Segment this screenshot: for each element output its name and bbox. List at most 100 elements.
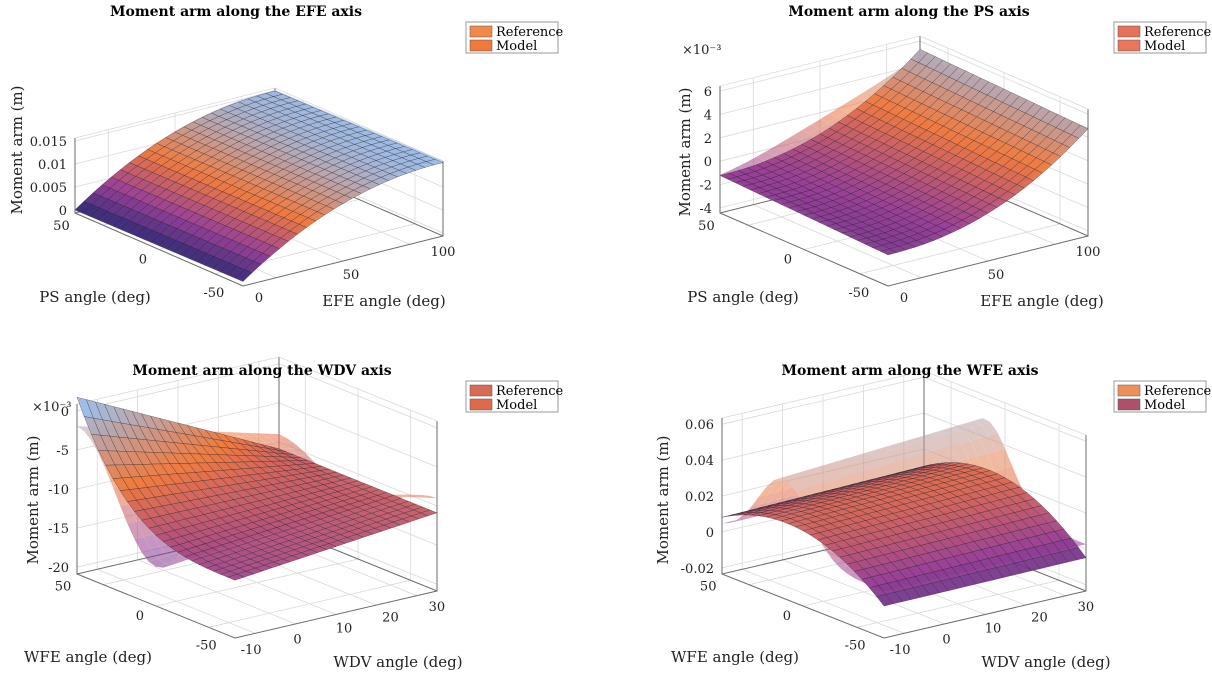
surface-cell [738,161,755,170]
surface-cell [907,443,925,457]
surface-cell [817,464,835,471]
surface-cell [916,441,934,455]
y-tick-label: -50 [203,286,224,301]
legend-swatch [1117,25,1141,38]
x-axis-label: EFE angle (deg) [980,292,1104,310]
surface-cell [413,494,430,496]
x-axis-line [887,235,1089,287]
surface-cell [411,495,428,498]
surface-cell [843,462,860,476]
y-tick-label: 0 [784,253,792,268]
z-tick-label: 6 [704,85,712,100]
x-tick-label: 0 [255,291,263,306]
z-tick-label: 0.04 [685,454,714,469]
surface-cell [148,558,166,567]
surface-cell [768,482,785,495]
surface-cell [402,495,419,498]
surface-cell [826,461,844,469]
x-tick-label: 30 [1078,600,1095,615]
chart-title: Moment arm along the WDV axis [132,363,391,379]
surface-cell [838,102,855,112]
z-tick-label: 0 [706,526,714,541]
z-tick-label: 0.005 [30,181,67,196]
y-axis-line [76,573,236,639]
y-tick-label: 50 [53,219,70,234]
x-axis-label: WDV angle (deg) [981,653,1110,671]
y-tick-label: 50 [55,580,72,595]
surface-cell [143,534,160,550]
top-side-edge [923,370,1087,436]
surface-cell [847,96,864,107]
surface-model [719,48,1089,256]
surface-cell [265,442,283,450]
surface-cell [865,85,883,95]
surface-cell [277,437,294,443]
z-tick-label: -20 [48,561,69,576]
legend-label: Model [1144,398,1185,413]
x-tick-label: 10 [336,622,353,637]
x-tick-label: -10 [890,643,911,658]
z-tick-label: 0 [59,204,67,219]
surface-cell [971,424,989,439]
surface-cell [170,554,187,565]
surface-cell [889,449,906,462]
x-axis-label: EFE angle (deg) [322,292,446,310]
surface-cell [769,489,787,502]
surface-cell [970,438,987,457]
z-tick-label: -15 [48,522,69,537]
surface-cell [260,433,277,438]
surface-cell [269,433,287,438]
surface-cell [856,91,874,101]
x-tick-label: 0 [900,291,908,306]
top-back-edge [76,356,280,405]
x-axis-line [234,590,438,639]
x-axis-line [883,590,1087,639]
surface-cell [926,438,943,452]
surface-cell [233,432,250,437]
z-tick-label: 4 [704,108,712,123]
surface-cell [120,504,137,524]
surface-cell [979,435,996,454]
surface-cell [765,146,783,156]
z-tick-label: 2 [704,132,712,147]
y-tick-label: 0 [139,253,147,268]
x-tick-label: 100 [1076,245,1101,260]
surface-cell [808,467,825,474]
surface-cell [275,442,292,449]
z-tick-label: 0.015 [30,135,67,150]
surface-cell [766,477,783,488]
top-side-edge [278,356,438,422]
z-tick-label: -4 [699,202,712,217]
x-tick-label: 10 [985,622,1002,637]
legend-label: Reference [496,384,564,399]
top-side-edge [274,87,444,162]
surface-cell [134,536,151,553]
y-tick-label: 0 [136,609,144,624]
chart-panel-2: 0 50 100 -50 0 50 -4 -2 0 2 4 6 ×10⁻³ EFE angle (deg)… [676,4,1212,310]
z-axis-label: Moment arm (m) [654,436,672,565]
surface-cell [832,557,849,568]
surface-cell [872,448,890,455]
z-axis-label: Moment arm (m) [8,86,26,215]
top-back-edge [74,87,276,139]
surface-cell [783,135,801,145]
surface-cell [779,486,796,500]
surface-cell [420,495,437,499]
z-tick-label: -2 [699,179,712,194]
surface-cell [800,134,818,144]
x-tick-label: 100 [431,245,456,260]
surface-cell [751,494,768,507]
x-tick-label: -10 [241,643,262,658]
surface-cell [818,123,836,133]
surface-model [721,462,1087,607]
surface-cell [284,442,301,449]
y-axis-line [721,573,885,639]
y-axis-label: WFE angle (deg) [671,648,799,666]
surface-cell [870,454,888,468]
surface-cell [815,470,833,484]
legend-swatch [469,384,493,397]
legend-label: Reference [1144,25,1212,40]
surface-cell [234,269,253,282]
x-axis-line [242,235,444,287]
